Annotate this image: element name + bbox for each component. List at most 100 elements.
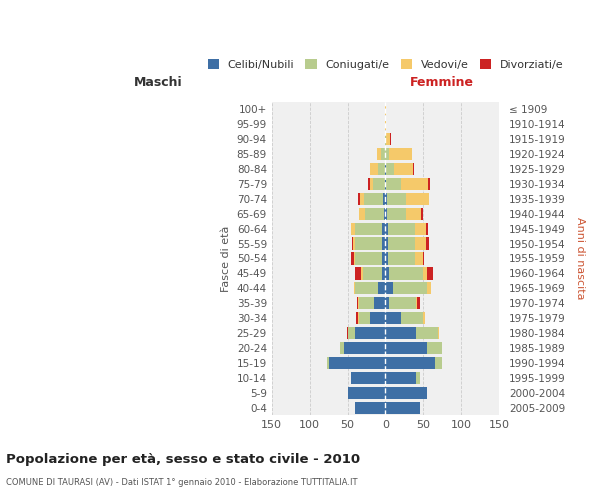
Bar: [401, 178, 428, 190]
Bar: [382, 252, 385, 264]
Bar: [353, 282, 355, 294]
Bar: [355, 327, 385, 339]
Bar: [364, 192, 383, 205]
Bar: [386, 178, 401, 190]
Bar: [389, 297, 416, 310]
Bar: [424, 268, 427, 280]
Legend: Celibi/Nubili, Coniugati/e, Vedovi/e, Divorziati/e: Celibi/Nubili, Coniugati/e, Vedovi/e, Di…: [203, 55, 568, 74]
Bar: [385, 372, 416, 384]
Bar: [340, 342, 344, 354]
Bar: [370, 312, 385, 324]
Bar: [415, 252, 422, 264]
Bar: [355, 238, 382, 250]
Bar: [406, 208, 421, 220]
Bar: [388, 238, 415, 250]
Bar: [385, 386, 427, 399]
Bar: [355, 252, 382, 264]
Bar: [385, 402, 419, 414]
Bar: [368, 178, 370, 190]
Bar: [385, 327, 416, 339]
Bar: [421, 208, 422, 220]
Bar: [352, 238, 353, 250]
Bar: [406, 192, 428, 205]
Bar: [365, 208, 384, 220]
Bar: [361, 268, 363, 280]
Bar: [385, 342, 427, 354]
Bar: [358, 312, 359, 324]
Bar: [427, 222, 428, 235]
Bar: [356, 312, 358, 324]
Bar: [401, 312, 424, 324]
Bar: [352, 222, 355, 235]
Bar: [373, 178, 385, 190]
Bar: [350, 222, 352, 235]
Bar: [359, 297, 374, 310]
Bar: [370, 163, 378, 175]
Bar: [385, 282, 393, 294]
Bar: [385, 297, 389, 310]
Bar: [386, 163, 394, 175]
Bar: [378, 282, 385, 294]
Bar: [385, 222, 388, 235]
Bar: [385, 238, 388, 250]
Bar: [382, 238, 385, 250]
Y-axis label: Fasce di età: Fasce di età: [221, 226, 231, 292]
Bar: [416, 297, 417, 310]
Bar: [353, 238, 355, 250]
Bar: [377, 148, 381, 160]
Bar: [388, 222, 415, 235]
Bar: [355, 402, 385, 414]
Bar: [382, 268, 385, 280]
Bar: [329, 357, 385, 369]
Bar: [347, 386, 385, 399]
Text: Femmine: Femmine: [410, 76, 474, 90]
Y-axis label: Anni di nascita: Anni di nascita: [575, 217, 585, 300]
Bar: [422, 252, 424, 264]
Bar: [385, 208, 387, 220]
Bar: [344, 342, 385, 354]
Bar: [413, 163, 414, 175]
Bar: [385, 357, 434, 369]
Bar: [389, 268, 424, 280]
Bar: [385, 252, 388, 264]
Bar: [358, 192, 361, 205]
Bar: [382, 222, 385, 235]
Bar: [427, 238, 428, 250]
Bar: [374, 297, 385, 310]
Bar: [359, 208, 365, 220]
Bar: [428, 192, 430, 205]
Bar: [386, 133, 390, 145]
Bar: [394, 163, 413, 175]
Bar: [361, 192, 364, 205]
Bar: [415, 222, 427, 235]
Bar: [416, 327, 439, 339]
Bar: [370, 178, 373, 190]
Text: Popolazione per età, sesso e stato civile - 2010: Popolazione per età, sesso e stato civil…: [6, 452, 360, 466]
Bar: [347, 327, 355, 339]
Bar: [387, 208, 406, 220]
Bar: [388, 252, 415, 264]
Bar: [384, 208, 385, 220]
Bar: [378, 163, 385, 175]
Bar: [385, 268, 389, 280]
Bar: [387, 192, 406, 205]
Bar: [417, 297, 419, 310]
Bar: [363, 268, 382, 280]
Bar: [355, 222, 382, 235]
Bar: [385, 103, 386, 116]
Bar: [385, 163, 386, 175]
Bar: [353, 252, 355, 264]
Bar: [381, 148, 385, 160]
Bar: [352, 372, 385, 384]
Bar: [385, 133, 386, 145]
Bar: [385, 192, 387, 205]
Bar: [327, 357, 329, 369]
Bar: [390, 133, 391, 145]
Bar: [352, 252, 353, 264]
Text: COMUNE DI TAURASI (AV) - Dati ISTAT 1° gennaio 2010 - Elaborazione TUTTITALIA.IT: COMUNE DI TAURASI (AV) - Dati ISTAT 1° g…: [6, 478, 358, 487]
Bar: [415, 238, 427, 250]
Bar: [427, 268, 433, 280]
Bar: [385, 148, 389, 160]
Bar: [393, 282, 427, 294]
Bar: [416, 372, 419, 384]
